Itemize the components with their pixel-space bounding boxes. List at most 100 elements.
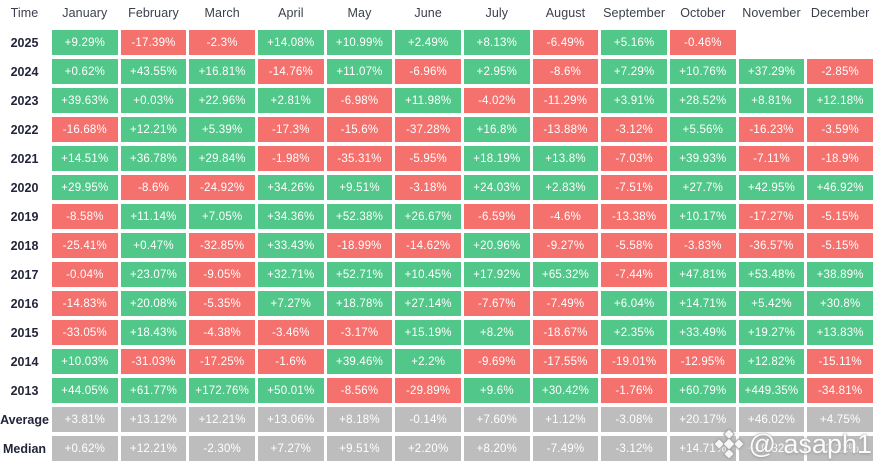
return-cell: +36.78% bbox=[120, 146, 187, 171]
return-cell: -8.6% bbox=[532, 59, 599, 84]
return-cell: -9.69% bbox=[463, 349, 530, 374]
row-label: 2014 bbox=[10, 354, 39, 369]
return-cell: +22.96% bbox=[189, 88, 255, 113]
return-cell: +7.05% bbox=[189, 204, 255, 229]
return-cell: -17.27% bbox=[738, 204, 805, 229]
return-cell: +8.2% bbox=[463, 320, 530, 345]
return-cell: +4.75% bbox=[807, 407, 873, 432]
return-cell: -14.62% bbox=[395, 233, 461, 258]
return-cell: +2.20% bbox=[395, 436, 461, 461]
return-cell: -14.83% bbox=[52, 291, 118, 316]
return-cell: +16.8% bbox=[463, 117, 530, 142]
return-cell: +30.8% bbox=[807, 291, 873, 316]
return-cell: -13.38% bbox=[601, 204, 667, 229]
row-label: 2025 bbox=[10, 35, 39, 50]
return-cell: -3.22% bbox=[807, 436, 873, 461]
return-cell bbox=[739, 30, 805, 55]
return-cell: +43.55% bbox=[120, 59, 187, 84]
return-cell: +24.03% bbox=[463, 175, 530, 200]
return-cell: +10.45% bbox=[395, 262, 461, 287]
row-label: 2020 bbox=[10, 180, 39, 195]
return-cell: -14.76% bbox=[257, 59, 324, 84]
return-cell: -2.3% bbox=[189, 30, 255, 55]
return-cell: +8.18% bbox=[326, 407, 393, 432]
return-cell: -6.96% bbox=[395, 59, 461, 84]
return-cell: -17.3% bbox=[257, 117, 324, 142]
return-cell: +13.06% bbox=[257, 407, 324, 432]
return-cell: +13.83% bbox=[807, 320, 873, 345]
month-column-header: September bbox=[603, 6, 666, 20]
return-cell: +20.17% bbox=[669, 407, 736, 432]
return-cell: -11.29% bbox=[532, 88, 599, 113]
return-cell: +18.19% bbox=[463, 146, 530, 171]
row-label: 2017 bbox=[10, 267, 39, 282]
return-cell: +18.43% bbox=[120, 320, 187, 345]
return-cell: -6.98% bbox=[326, 88, 393, 113]
return-cell: +9.51% bbox=[326, 436, 393, 461]
return-cell: +29.84% bbox=[189, 146, 255, 171]
month-column-header: May bbox=[347, 6, 372, 20]
return-cell: -2.30% bbox=[189, 436, 255, 461]
month-column-header: July bbox=[485, 6, 509, 20]
return-cell: +37.29% bbox=[738, 59, 805, 84]
return-cell: -13.88% bbox=[532, 117, 599, 142]
return-cell: -18.67% bbox=[532, 320, 599, 345]
return-cell: +46.92% bbox=[807, 175, 873, 200]
return-cell: -15.6% bbox=[326, 117, 393, 142]
return-cell: +0.62% bbox=[52, 59, 118, 84]
return-cell: -3.46% bbox=[257, 320, 324, 345]
return-cell: -36.57% bbox=[738, 233, 805, 258]
return-cell: +2.83% bbox=[532, 175, 599, 200]
return-cell: -8.6% bbox=[120, 175, 187, 200]
return-cell: -8.56% bbox=[326, 378, 393, 403]
return-cell: +34.26% bbox=[257, 175, 324, 200]
return-cell: -24.92% bbox=[189, 175, 255, 200]
month-column-header: April bbox=[278, 6, 304, 20]
return-cell: +12.82% bbox=[738, 349, 805, 374]
return-cell: +2.49% bbox=[395, 30, 461, 55]
return-cell: +60.79% bbox=[669, 378, 736, 403]
return-cell: +10.03% bbox=[52, 349, 118, 374]
return-cell: +11.14% bbox=[120, 204, 187, 229]
return-cell: +5.56% bbox=[669, 117, 736, 142]
return-cell: +17.92% bbox=[463, 262, 530, 287]
return-cell: +52.71% bbox=[326, 262, 393, 287]
return-cell: +10.82% bbox=[738, 436, 805, 461]
return-cell: +27.7% bbox=[669, 175, 736, 200]
return-cell: +30.42% bbox=[532, 378, 599, 403]
return-cell: -9.27% bbox=[532, 233, 599, 258]
return-cell: -16.68% bbox=[52, 117, 118, 142]
return-cell: -33.05% bbox=[52, 320, 118, 345]
return-cell: +18.78% bbox=[326, 291, 393, 316]
return-cell: -7.11% bbox=[738, 146, 805, 171]
return-cell: +6.04% bbox=[601, 291, 667, 316]
row-label: Median bbox=[2, 441, 47, 456]
return-cell: +5.42% bbox=[738, 291, 805, 316]
return-cell: +13.8% bbox=[532, 146, 599, 171]
return-cell: -31.03% bbox=[120, 349, 187, 374]
return-cell: -3.12% bbox=[601, 436, 667, 461]
return-cell: -17.39% bbox=[120, 30, 187, 55]
return-cell: +50.01% bbox=[257, 378, 324, 403]
return-cell: +7.29% bbox=[601, 59, 667, 84]
return-cell: -1.76% bbox=[601, 378, 667, 403]
return-cell: -0.46% bbox=[669, 30, 736, 55]
return-cell: +10.76% bbox=[669, 59, 736, 84]
return-cell: +2.35% bbox=[601, 320, 667, 345]
return-cell: -2.85% bbox=[807, 59, 873, 84]
return-cell: -37.28% bbox=[395, 117, 461, 142]
return-cell: +3.91% bbox=[601, 88, 667, 113]
return-cell: +172.76% bbox=[189, 378, 255, 403]
return-cell: +0.62% bbox=[52, 436, 118, 461]
return-cell: -0.04% bbox=[52, 262, 118, 287]
return-cell: +42.95% bbox=[738, 175, 805, 200]
return-cell: +39.93% bbox=[669, 146, 736, 171]
return-cell: -17.25% bbox=[189, 349, 255, 374]
return-cell: +33.49% bbox=[669, 320, 736, 345]
return-cell: -29.89% bbox=[395, 378, 461, 403]
return-cell: +10.99% bbox=[326, 30, 393, 55]
month-column-header: December bbox=[810, 6, 870, 20]
return-cell: -5.15% bbox=[807, 204, 873, 229]
return-cell: -8.58% bbox=[52, 204, 118, 229]
